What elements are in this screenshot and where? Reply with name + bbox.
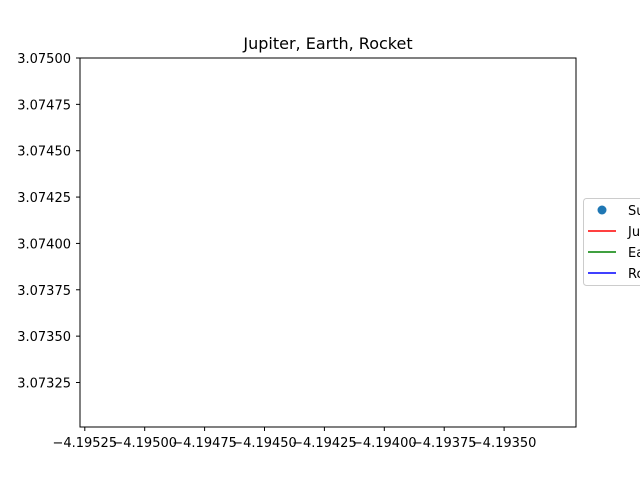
legend-label: Ro [628, 267, 640, 282]
legend-marker [597, 205, 607, 215]
x-tick-label: −4.19375 [412, 436, 477, 451]
legend-label: Ju [627, 225, 640, 240]
y-axis: 3.07325 3.07350 3.07375 3.07400 3.07425 3.074… [17, 52, 80, 391]
x-axis: −4.19525−4.19500−4.19475−4.19450−4.19425… [52, 427, 536, 451]
y-tick-label: 3.07425 [17, 191, 71, 206]
x-tick-label: −4.19425 [292, 436, 357, 451]
legend: Su Ju Ea Ro [583, 198, 640, 286]
x-tick-label: −4.19475 [172, 436, 237, 451]
y-tick-label: 3.07450 [17, 145, 71, 160]
legend-box [583, 198, 640, 286]
y-tick-label: 3.07400 [17, 237, 71, 252]
y-tick-label: 3.07475 [17, 98, 71, 113]
x-tick-label: −4.19525 [52, 436, 117, 451]
y-tick-label: 3.07325 [17, 376, 71, 391]
x-tick-label: −4.19500 [112, 436, 177, 451]
chart-title: Jupiter, Earth, Rocket [242, 34, 412, 53]
x-tick-label: −4.19350 [472, 436, 537, 451]
x-tick-label: −4.19400 [352, 436, 417, 451]
y-tick-label: 3.07500 [17, 52, 71, 67]
y-tick-label: 3.07375 [17, 284, 71, 299]
legend-label: Ea [628, 246, 640, 261]
plot-area [79, 57, 577, 428]
y-tick-label: 3.07350 [17, 330, 71, 345]
legend-label: Su [628, 204, 640, 219]
x-tick-label: −4.19450 [232, 436, 297, 451]
plot-frame [79, 57, 577, 428]
